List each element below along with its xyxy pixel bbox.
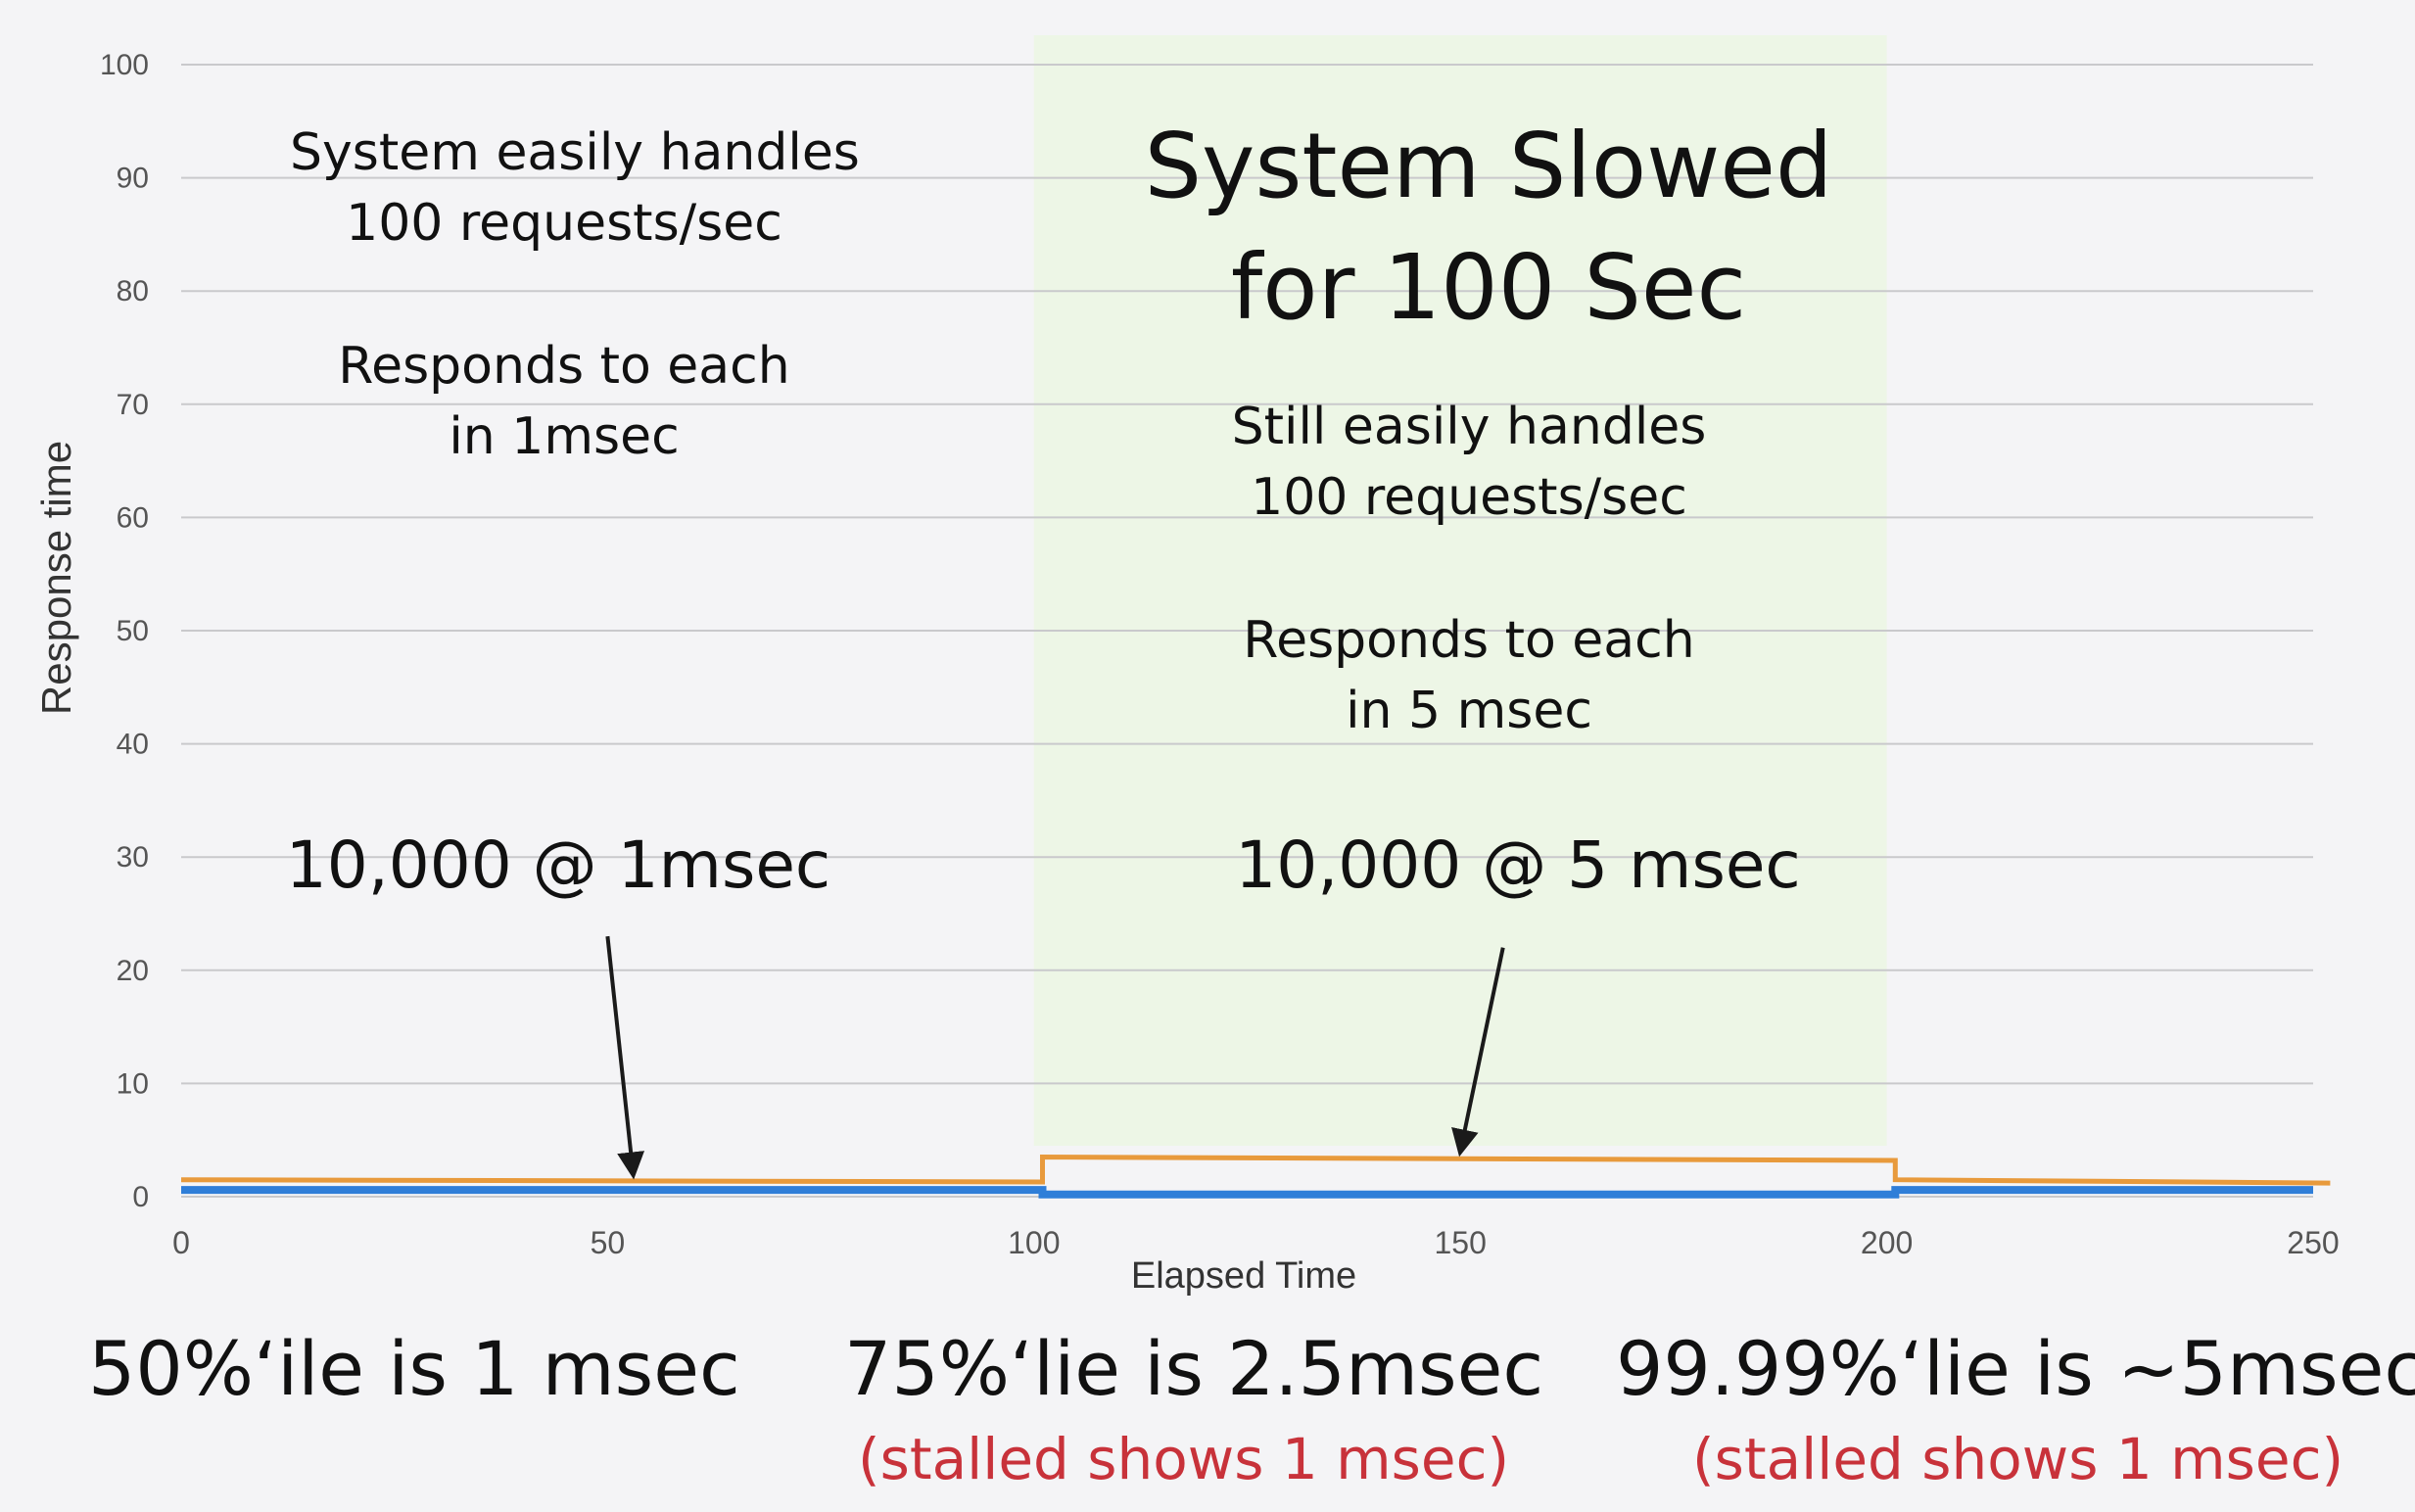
y-tick-label: 10 xyxy=(117,1067,149,1100)
middle-responds-line-1: Responds to each xyxy=(1243,611,1695,670)
left-responds-line-1: Responds to each xyxy=(338,337,790,396)
x-tick-label: 200 xyxy=(1861,1225,1913,1260)
left-handles-text: System easily handles 100 requests/sec xyxy=(290,118,860,259)
middle-title-line-1: System Slowed xyxy=(1144,114,1833,218)
slowdown-region xyxy=(1033,35,1887,1146)
middle-handles-line-2: 100 requests/sec xyxy=(1251,468,1687,527)
middle-responds-line-2: in 5 msec xyxy=(1346,682,1592,740)
y-tick-label: 100 xyxy=(100,49,149,81)
y-axis-title: Response time xyxy=(33,441,79,715)
y-tick-label: 90 xyxy=(117,163,149,195)
middle-handles-line-1: Still easily handles xyxy=(1231,398,1707,456)
left-responds-line-2: in 1msec xyxy=(449,407,680,466)
left-responds-text: Responds to each in 1msec xyxy=(290,331,838,472)
y-tick-label: 60 xyxy=(117,501,149,534)
series-line xyxy=(181,1186,2313,1199)
y-tick-label: 80 xyxy=(117,275,149,307)
y-tick-label: 40 xyxy=(117,729,149,761)
left-handles-line-2: 100 requests/sec xyxy=(346,194,782,253)
left-handles-line-1: System easily handles xyxy=(290,123,860,182)
x-tick-label: 100 xyxy=(1008,1225,1060,1260)
middle-responds-text: Responds to each in 5 msec xyxy=(1195,605,1743,746)
left-count-label: 10,000 @ 1msec xyxy=(285,827,831,903)
middle-count-label: 10,000 @ 5 msec xyxy=(1235,827,1801,903)
p75-stalled-note: (stalled shows 1 msec) xyxy=(858,1426,1510,1492)
p50-summary: 50%‘ile is 1 msec xyxy=(88,1325,740,1412)
annotation-arrow xyxy=(605,935,645,1180)
annotation-arrow xyxy=(1451,947,1505,1158)
y-tick-label: 0 xyxy=(132,1181,149,1213)
p75-summary: 75%‘lie is 2.5msec xyxy=(844,1325,1544,1412)
p9999-summary: 99.99%‘lie is ~5msec xyxy=(1616,1325,2415,1412)
x-tick-label: 250 xyxy=(2287,1225,2339,1260)
middle-title: System Slowed for 100 Sec xyxy=(1097,106,1880,349)
x-tick-label: 50 xyxy=(591,1225,626,1260)
x-tick-label: 0 xyxy=(172,1225,190,1260)
middle-title-line-2: for 100 Sec xyxy=(1230,235,1747,340)
x-axis-title: Elapsed Time xyxy=(1131,1255,1356,1297)
y-tick-label: 30 xyxy=(117,841,149,874)
x-tick-label: 150 xyxy=(1435,1225,1487,1260)
series-line xyxy=(180,1154,2331,1186)
y-tick-label: 20 xyxy=(117,955,149,987)
middle-handles-text: Still easily handles 100 requests/sec xyxy=(1195,392,1743,533)
y-tick-label: 70 xyxy=(117,389,149,421)
y-tick-label: 50 xyxy=(117,615,149,647)
p9999-stalled-note: (stalled shows 1 msec) xyxy=(1692,1426,2344,1492)
